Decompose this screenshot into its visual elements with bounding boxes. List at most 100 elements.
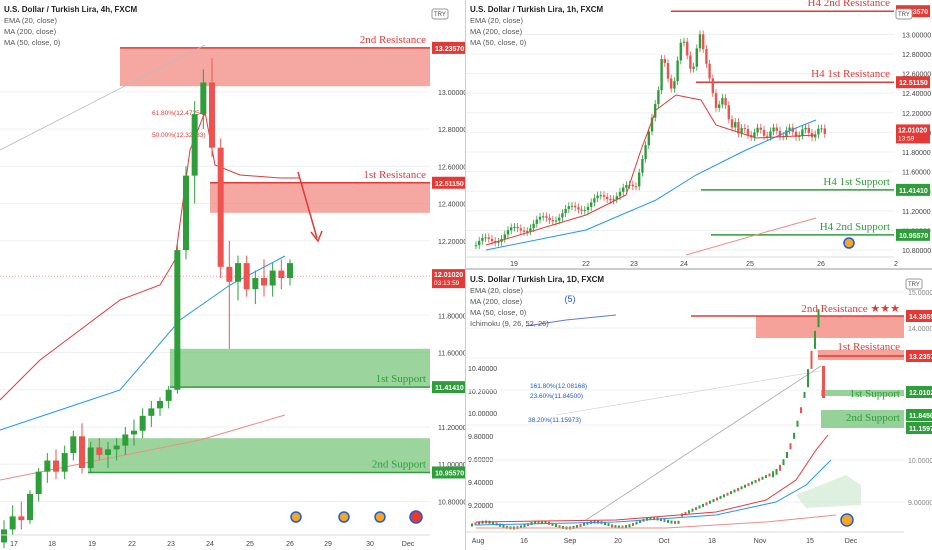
candle-body [615,196,618,200]
currency-badge[interactable] [905,278,923,290]
candle-body [789,443,792,450]
level-price-tag: 12.51150 [899,80,928,87]
candle-body [744,484,746,488]
candle-body [634,186,638,188]
x-tick-label: 22 [582,261,590,268]
candle-body [625,184,628,188]
candle-body [814,330,816,349]
zone-price-tag: 12.51150 [435,181,464,188]
h1-chart-panel[interactable]: 13.00000 12.80000 12.60000 12.40000 12.20000… [466,0,932,268]
h1-chart-svg[interactable]: 13.00000 12.80000 12.60000 12.40000 12.20000… [466,0,932,268]
candle-body [756,127,759,133]
y-tick-label-right: 14.00000 [908,326,932,333]
y-tick-label: 11.60000 [438,351,466,358]
indicator-legend[interactable]: MA (200, close) [470,27,523,36]
candle-body [743,128,746,130]
candle-body [778,130,782,137]
x-tick-label: 23 [167,541,175,548]
candle-body [583,522,585,526]
candle-body [788,127,791,131]
level-price-tag-bg [896,76,930,89]
y-tick-label-right: 9.00000 [908,500,932,507]
candle-body [545,216,548,218]
level-price-tag: 10.95570 [899,233,928,240]
level-label: H4 2nd Support [820,221,890,233]
candle-body [632,523,634,527]
candle-body [602,195,606,197]
candle-body [782,459,785,466]
candle-body [278,270,285,279]
current-price-value: 12.01020 [434,272,463,279]
candle-body [822,366,825,398]
y-tick-label: 10.80000 [438,499,466,506]
currency-badge[interactable] [895,8,913,20]
flag-event-icon[interactable] [409,510,423,524]
candle-body [534,521,536,525]
indicator-legend[interactable]: EMA (20, close) [470,16,523,25]
indicator-legend[interactable]: MA (50, close, 0) [4,38,61,47]
level-label: H4 1st Support [823,176,890,188]
level-label: H4 1st Resistance [811,68,890,80]
candle-body [604,522,606,526]
candle-body [682,41,686,43]
level-label: H4 2nd Resistance [808,0,891,9]
candle-body [753,132,756,138]
candle-body [653,517,655,521]
candle-body [519,228,522,231]
candle-body [807,127,810,133]
candle-body [499,523,501,527]
candle-body [676,60,679,82]
zone-price-tag-bg [906,310,932,322]
daily-chart-panel[interactable]: 10.4000010.2000010.000009.800009.600009.… [466,270,932,550]
ma200-line [685,217,817,256]
wave-line [525,314,617,327]
y-tick-label-right: 15.00000 [908,290,932,297]
candle-body [628,524,631,528]
indicator-legend[interactable]: MA (200, close) [470,297,523,306]
indicator-legend[interactable]: MA (200, close) [4,27,57,36]
zone-support [88,438,430,473]
candle-body [718,104,721,108]
zone-price-tag-bg [906,422,932,434]
candle-body [609,198,612,201]
candle-body [740,128,743,134]
y-tick-label: 12.20000 [438,239,466,246]
zone-price-tag-bg [906,350,932,362]
indicator-legend[interactable]: EMA (20, close) [4,16,57,25]
candle-body [698,505,701,509]
candle-body [727,105,730,120]
candle-body [769,131,772,137]
candle-body [506,230,510,235]
economic-event-icon[interactable] [843,237,855,249]
h4-chart-panel[interactable]: 13.00000 12.80000 12.60000 12.40000 12.20000… [0,0,466,550]
candle-body [522,230,526,232]
economic-event-icon[interactable] [290,511,302,523]
economic-event-icon[interactable] [338,511,350,523]
candle-body [612,199,615,201]
candle-body [759,127,762,130]
candle-body [494,241,497,243]
h4-chart-svg[interactable]: 13.00000 12.80000 12.60000 12.40000 12.20000… [0,0,466,550]
candle-body [614,525,617,529]
x-tick-label: 24 [206,541,214,548]
countdown: 19:13:58 [908,404,932,411]
candle-body [487,237,490,239]
x-tick-label: 25 [746,261,754,268]
zone-price-tag-bg [432,176,466,189]
candle-body [544,520,547,524]
economic-event-icon[interactable] [840,513,854,527]
x-tick-label: 26 [817,261,825,268]
candle-body [583,209,586,211]
indicator-legend[interactable]: EMA (20, close) [470,286,523,295]
indicator-legend[interactable]: MA (50, close, 0) [470,38,527,47]
ma50-line [485,119,817,251]
candle-body [803,392,806,398]
indicator-legend[interactable]: MA (50, close, 0) [470,308,527,317]
currency-badge[interactable] [431,8,449,20]
candle-body [667,519,669,523]
candle-body [174,250,181,390]
daily-chart-svg[interactable]: 10.4000010.2000010.000009.800009.600009.… [466,270,932,550]
economic-event-icon[interactable] [374,511,386,523]
indicator-legend[interactable]: Ichimoku (9, 26, 52, 26) [470,319,549,328]
zone-label: 2nd Support [372,458,426,470]
